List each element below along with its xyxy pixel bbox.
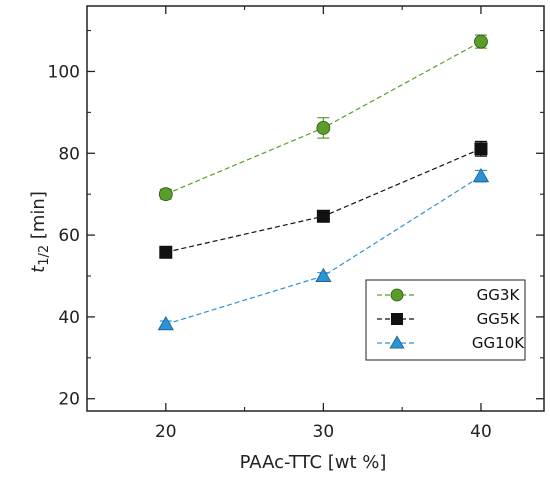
legend-marker-gg10k (389, 335, 405, 349)
y-tick-label: 80 (58, 144, 80, 164)
series-line-gg5k (165, 148, 482, 253)
legend-label-gg3k: GG3K (477, 286, 521, 304)
legend-marker-gg3k (390, 288, 404, 302)
y-tick-label: 20 (58, 390, 80, 410)
data-point-gg3k (474, 34, 488, 49)
y-tick-label: 100 (48, 62, 80, 82)
y-axis-label-unit: [min] (28, 191, 49, 245)
x-tick-label: 20 (155, 422, 177, 442)
data-point-gg5k (316, 209, 330, 223)
series-gg3k (158, 34, 488, 202)
legend-label-gg5k: GG5K (477, 310, 521, 328)
series-gg10k (157, 167, 490, 331)
data-point-gg3k (158, 187, 173, 202)
y-tick-label: 60 (58, 226, 80, 246)
series-gg5k (159, 140, 488, 259)
data-point-gg3k (316, 121, 331, 135)
y-axis-label: t1/2 [min] (28, 191, 52, 273)
x-tick-label: 30 (313, 422, 335, 442)
y-tick-label: 40 (58, 308, 80, 328)
legend-marker-gg5k (391, 313, 403, 325)
x-tick-label: 40 (470, 422, 492, 442)
data-point-gg10k (472, 167, 490, 183)
plot-frame (86, 5, 545, 412)
data-point-gg10k (315, 267, 332, 282)
data-point-gg10k (157, 316, 174, 331)
legend-label-gg10k: GG10K (472, 334, 525, 352)
x-axis-label: PAAc-TTC [wt %] (240, 452, 387, 473)
data-point-gg5k (474, 142, 488, 156)
y-axis-label-main: t (28, 265, 49, 273)
y-axis-label-sub: 1/2 (37, 245, 52, 266)
data-point-gg5k (159, 245, 173, 259)
